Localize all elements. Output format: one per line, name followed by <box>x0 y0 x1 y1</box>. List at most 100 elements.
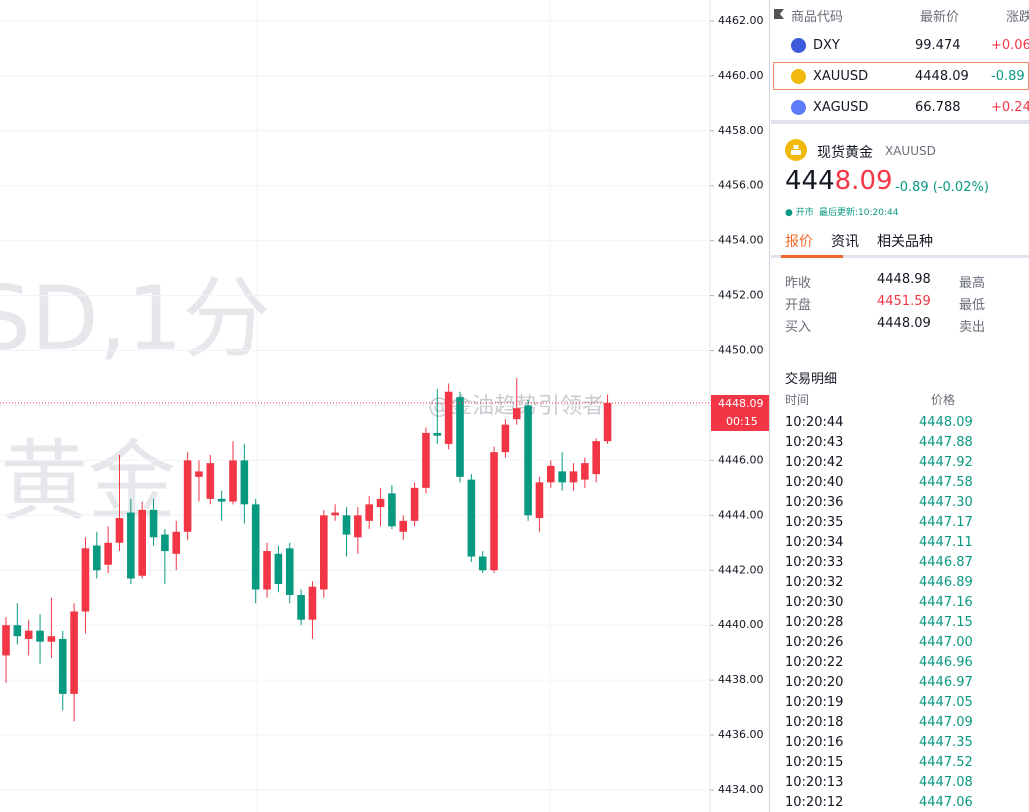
candle-body <box>320 515 328 590</box>
trades-title: 交易明细 <box>785 372 838 387</box>
candle-body <box>558 471 566 483</box>
flag-icon <box>774 9 784 19</box>
trade-price: 4447.30 <box>919 495 973 510</box>
countdown-label: 00:15 <box>726 415 758 428</box>
candle-body <box>93 545 101 571</box>
candle-body <box>535 482 544 519</box>
watch-change: +0.24 <box>991 100 1029 115</box>
trade-price: 4447.35 <box>919 735 973 750</box>
candle-body <box>603 402 612 442</box>
last-price-box <box>711 394 769 431</box>
stat-label: 开盘 <box>785 298 812 313</box>
symbol-icon <box>791 38 806 53</box>
divider <box>771 120 1029 124</box>
candle-body <box>149 509 158 538</box>
tab[interactable]: 相关品种 <box>877 234 933 250</box>
candle-body <box>104 542 112 565</box>
stat-label: 买入 <box>785 320 812 335</box>
trade-price: 4447.16 <box>919 595 973 610</box>
trade-price: 4447.17 <box>919 515 973 530</box>
candle-body <box>263 551 271 590</box>
price: 4448.09 <box>785 166 893 196</box>
trade-price: 4447.52 <box>919 755 973 770</box>
trade-price: 4446.89 <box>919 575 973 590</box>
candle-body <box>512 408 521 420</box>
y-tick-label: 4450.00 <box>718 344 764 357</box>
side-panel: 商品代码 最新价 涨跌 DXY 99.474 +0.060 XAUUSD 4448.09… <box>771 0 1029 812</box>
watermark: 黄金 <box>0 430 176 533</box>
candle-body <box>410 487 419 521</box>
trade-time: 10:20:22 <box>785 655 844 670</box>
trade-price: 4446.97 <box>919 675 973 690</box>
instrument-symbol: XAUUSD <box>885 144 936 158</box>
candle-body <box>456 397 464 477</box>
tab[interactable]: 报价 <box>785 234 813 250</box>
candle-body <box>274 553 283 585</box>
stat-value: 4448.09 <box>877 316 931 331</box>
y-tick-label: 4446.00 <box>718 453 764 466</box>
candle-body <box>331 512 339 516</box>
trade-time: 10:20:34 <box>785 535 844 550</box>
watermark: SD,1分 <box>0 267 271 370</box>
trade-price: 4447.00 <box>919 635 973 650</box>
candle-body <box>115 518 124 543</box>
candle-body <box>47 636 56 642</box>
stat-value: 4451.59 <box>877 294 931 309</box>
stat-label: 最高 <box>959 276 986 291</box>
tab-bar <box>771 255 1029 258</box>
trade-time: 10:20:13 <box>785 775 844 790</box>
price-change: -0.89 (-0.02%) <box>895 180 989 195</box>
trade-price: 4447.08 <box>919 775 973 790</box>
y-tick-label: 4462.00 <box>718 14 764 27</box>
col-head: 商品代码 <box>791 10 844 25</box>
candle-body <box>240 460 249 505</box>
stat-label: 最低 <box>959 298 986 313</box>
trade-time: 10:20:19 <box>785 695 844 710</box>
trade-time: 10:20:43 <box>785 435 844 450</box>
y-tick-label: 4436.00 <box>718 728 764 741</box>
y-tick-label: 4444.00 <box>718 508 764 521</box>
candle-body <box>478 556 487 571</box>
watch-symbol[interactable]: DXY <box>813 38 840 53</box>
candle-body <box>251 504 260 590</box>
trade-time: 10:20:18 <box>785 715 844 730</box>
candle-body <box>422 432 430 488</box>
watch-change: +0.060 <box>991 38 1029 53</box>
trade-time: 10:20:20 <box>785 675 844 690</box>
trade-time: 10:20:26 <box>785 635 844 650</box>
candle-body <box>501 424 510 453</box>
trade-price: 4447.06 <box>919 795 973 810</box>
candle-body <box>490 452 498 571</box>
y-tick-label: 4460.00 <box>718 69 764 82</box>
candle-body <box>569 471 578 483</box>
trades-head: 价格 <box>931 393 956 407</box>
updated-time: 最后更新:10:20:44 <box>819 208 899 218</box>
candle-body <box>399 520 408 532</box>
candle-body <box>229 460 237 502</box>
trades-head: 时间 <box>785 393 810 407</box>
candle-body <box>524 405 532 516</box>
trade-price: 4447.88 <box>919 435 973 450</box>
trade-price: 4447.09 <box>919 715 973 730</box>
watch-symbol[interactable]: XAUUSD <box>813 69 869 84</box>
stat-label: 昨收 <box>785 276 812 291</box>
tab[interactable]: 资讯 <box>831 234 859 250</box>
market-status: ● 开市 <box>785 208 814 218</box>
price-tick: 8.09 <box>834 166 893 196</box>
trade-price: 4447.11 <box>919 535 973 550</box>
y-tick-label: 4456.00 <box>718 179 764 192</box>
candle-body <box>206 463 215 499</box>
watch-symbol[interactable]: XAGUSD <box>813 100 869 115</box>
stat-value: 4448.98 <box>877 272 931 287</box>
candle-body <box>172 531 181 554</box>
watch-price: 4448.09 <box>915 69 969 84</box>
candle-body <box>592 441 600 475</box>
symbol-icon <box>791 69 806 84</box>
trade-price: 4447.58 <box>919 475 973 490</box>
candle-body <box>161 534 169 552</box>
trade-price: 4446.96 <box>919 655 973 670</box>
candle-body <box>183 460 192 532</box>
candle-body <box>342 515 351 535</box>
last-price-label: 4448.09 <box>718 397 764 410</box>
candle-body <box>444 391 453 444</box>
